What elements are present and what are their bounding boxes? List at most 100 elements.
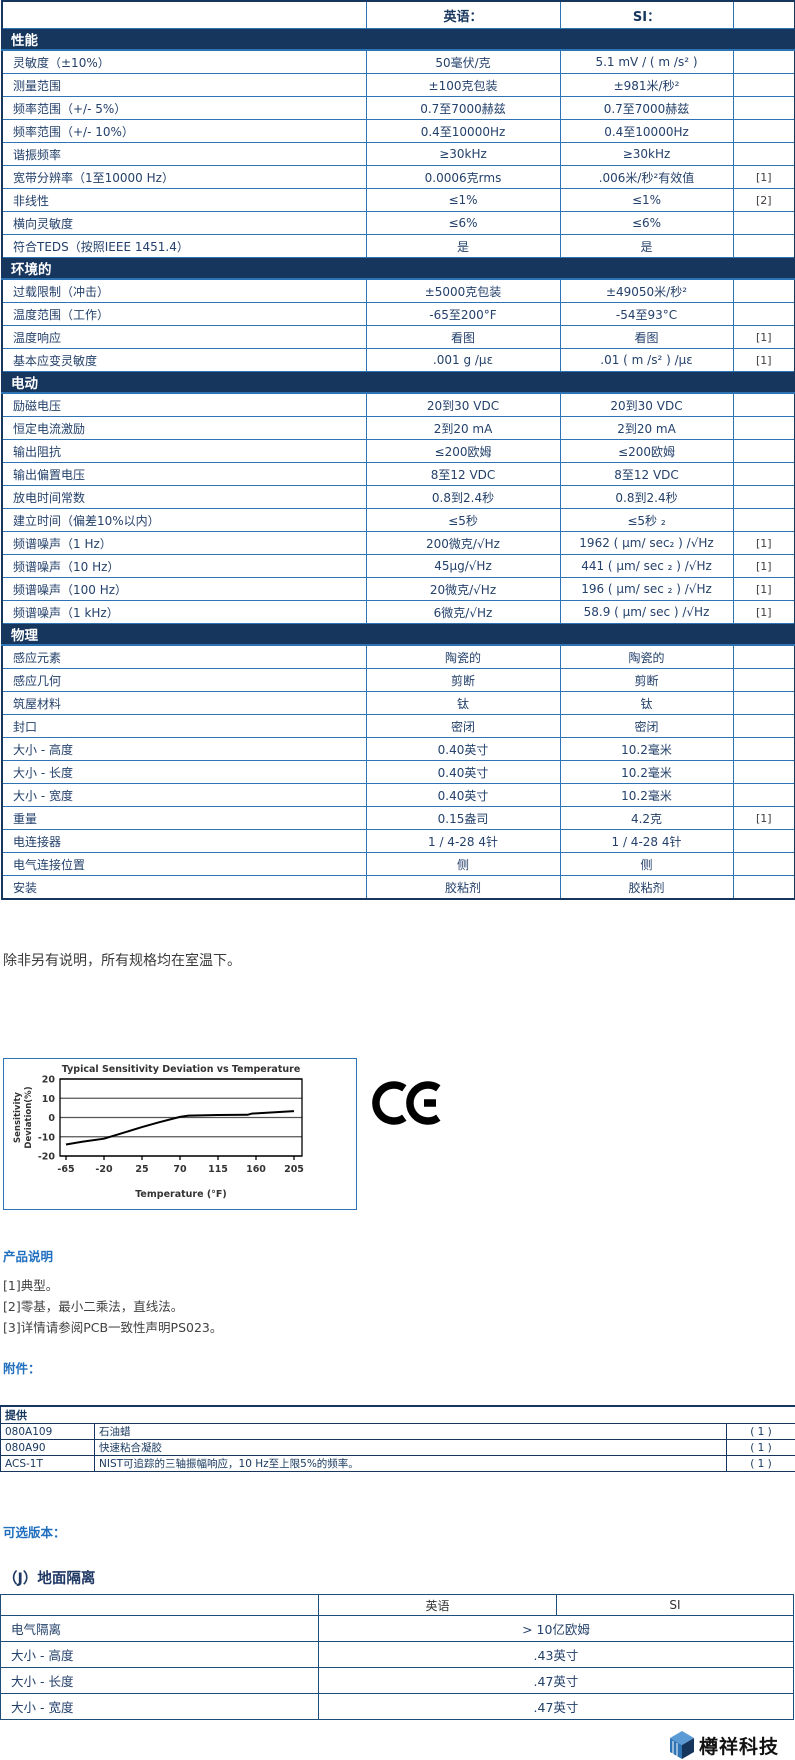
spec-note-cell bbox=[733, 440, 795, 463]
gi-header-empty bbox=[1, 1595, 319, 1616]
spec-english-cell: 是 bbox=[366, 235, 560, 258]
spec-note-cell: [1] bbox=[733, 601, 795, 624]
room-temperature-note: 除非另有说明，所有规格均在室温下。 bbox=[3, 950, 795, 970]
spec-english-cell: 8至12 VDC bbox=[366, 463, 560, 486]
ground-isolation-title: （J）地面隔离 bbox=[3, 1567, 795, 1588]
spec-label-cell: 感应元素 bbox=[2, 645, 366, 669]
spec-si-cell: 10.2毫米 bbox=[560, 738, 733, 761]
spec-english-cell: .001 g /με bbox=[366, 349, 560, 372]
spec-note-cell bbox=[733, 486, 795, 509]
svg-text:160: 160 bbox=[246, 1164, 266, 1175]
spec-section-row: 性能 bbox=[2, 29, 795, 51]
spec-label-cell: 电连接器 bbox=[2, 830, 366, 853]
accessory-qty-cell: ( 1 ) bbox=[727, 1440, 795, 1456]
spec-note-cell bbox=[733, 74, 795, 97]
accessory-desc-cell: NIST可追踪的三轴振幅响应，10 Hz至上限5%的频率。 bbox=[95, 1456, 727, 1472]
spec-si-cell: .01 ( m /s² ) /με bbox=[560, 349, 733, 372]
spec-english-cell: 6微克/√Hz bbox=[366, 601, 560, 624]
accessories-header-cell: 提供 bbox=[1, 1406, 795, 1424]
spec-note-cell bbox=[733, 393, 795, 417]
gi-value-cell: .43英寸 bbox=[319, 1642, 794, 1668]
spec-section-title: 性能 bbox=[2, 29, 795, 51]
spec-label-cell: 频谱噪声（1 Hz） bbox=[2, 532, 366, 555]
spec-label-cell: 宽带分辨率（1至10000 Hz） bbox=[2, 166, 366, 189]
spec-si-cell: ±49050米/秒² bbox=[560, 279, 733, 303]
spec-header-row: 英语： SI： bbox=[2, 1, 795, 29]
spec-note-cell bbox=[733, 463, 795, 486]
spec-note-cell bbox=[733, 784, 795, 807]
spec-si-cell: 20到30 VDC bbox=[560, 393, 733, 417]
spec-row: 感应几何剪断剪断 bbox=[2, 669, 795, 692]
svg-text:-20: -20 bbox=[38, 1152, 56, 1163]
spec-si-cell: 5.1 mV / ( m /s² ) bbox=[560, 50, 733, 74]
product-note-item: [1]典型。 bbox=[3, 1275, 795, 1296]
spec-label-cell: 非线性 bbox=[2, 189, 366, 212]
spec-section-row: 环境的 bbox=[2, 258, 795, 280]
accessory-qty-cell: ( 1 ) bbox=[727, 1456, 795, 1472]
gi-label-cell: 大小 - 长度 bbox=[1, 1668, 319, 1694]
spec-english-cell: 20到30 VDC bbox=[366, 393, 560, 417]
spec-row: 电气连接位置侧侧 bbox=[2, 853, 795, 876]
spec-note-cell bbox=[733, 509, 795, 532]
spec-si-cell: 8至12 VDC bbox=[560, 463, 733, 486]
spec-si-cell: 10.2毫米 bbox=[560, 784, 733, 807]
spec-row: 谐振频率≥30kHz≥30kHz bbox=[2, 143, 795, 166]
spec-label-cell: 测量范围 bbox=[2, 74, 366, 97]
ground-isolation-row: 大小 - 高度.43英寸 bbox=[1, 1642, 794, 1668]
spec-si-cell: 陶瓷的 bbox=[560, 645, 733, 669]
spec-english-cell: 胶粘剂 bbox=[366, 876, 560, 900]
spec-si-cell: 2到20 mA bbox=[560, 417, 733, 440]
spec-si-cell: 密闭 bbox=[560, 715, 733, 738]
ground-isolation-table: 英语 SI 电气隔离> 10亿欧姆大小 - 高度.43英寸大小 - 长度.47英… bbox=[0, 1594, 794, 1720]
spec-label-cell: 放电时间常数 bbox=[2, 486, 366, 509]
svg-text:0: 0 bbox=[48, 1113, 55, 1124]
spec-label-cell: 频率范围（+/- 5%） bbox=[2, 97, 366, 120]
spec-section-title: 电动 bbox=[2, 372, 795, 394]
chart-and-ce-row: Typical Sensitivity Deviation vs Tempera… bbox=[3, 1058, 795, 1210]
spec-note-cell bbox=[733, 715, 795, 738]
spec-si-cell: 侧 bbox=[560, 853, 733, 876]
company-logo: 樽祥科技 bbox=[0, 1730, 779, 1760]
gi-label-cell: 大小 - 宽度 bbox=[1, 1694, 319, 1720]
spec-row: 封口密闭密闭 bbox=[2, 715, 795, 738]
svg-text:Temperature (°F): Temperature (°F) bbox=[135, 1189, 227, 1200]
spec-label-cell: 恒定电流激励 bbox=[2, 417, 366, 440]
ground-isolation-row: 电气隔离> 10亿欧姆 bbox=[1, 1616, 794, 1642]
spec-si-cell: 剪断 bbox=[560, 669, 733, 692]
spec-si-cell: ±981米/秒² bbox=[560, 74, 733, 97]
spec-label-cell: 输出偏置电压 bbox=[2, 463, 366, 486]
spec-english-cell: 钛 bbox=[366, 692, 560, 715]
spec-si-cell: .006米/秒²有效值 bbox=[560, 166, 733, 189]
spec-si-cell: 1962 ( μm/ sec₂ ) /√Hz bbox=[560, 532, 733, 555]
spec-section-title: 环境的 bbox=[2, 258, 795, 280]
spec-note-cell bbox=[733, 669, 795, 692]
sensitivity-chart-box: Typical Sensitivity Deviation vs Tempera… bbox=[3, 1058, 357, 1210]
spec-row: 宽带分辨率（1至10000 Hz）0.0006克rms.006米/秒²有效值[1… bbox=[2, 166, 795, 189]
gi-value-cell: > 10亿欧姆 bbox=[319, 1616, 794, 1642]
spec-si-cell: 0.8到2.4秒 bbox=[560, 486, 733, 509]
spec-si-cell: ≥30kHz bbox=[560, 143, 733, 166]
spec-si-cell: 看图 bbox=[560, 326, 733, 349]
spec-row: 测量范围±100克包装±981米/秒² bbox=[2, 74, 795, 97]
spec-label-cell: 重量 bbox=[2, 807, 366, 830]
spec-note-cell: [2] bbox=[733, 189, 795, 212]
spec-note-cell: [1] bbox=[733, 326, 795, 349]
spec-section-title: 物理 bbox=[2, 624, 795, 646]
ground-isolation-row: 大小 - 宽度.47英寸 bbox=[1, 1694, 794, 1720]
spec-english-cell: 0.40英寸 bbox=[366, 784, 560, 807]
spec-si-cell: 是 bbox=[560, 235, 733, 258]
spec-english-cell: 剪断 bbox=[366, 669, 560, 692]
spec-row: 非线性≤1%≤1%[2] bbox=[2, 189, 795, 212]
svg-text:-10: -10 bbox=[38, 1132, 56, 1143]
accessories-header-row: 提供 bbox=[1, 1406, 795, 1424]
ce-mark bbox=[371, 1080, 447, 1130]
